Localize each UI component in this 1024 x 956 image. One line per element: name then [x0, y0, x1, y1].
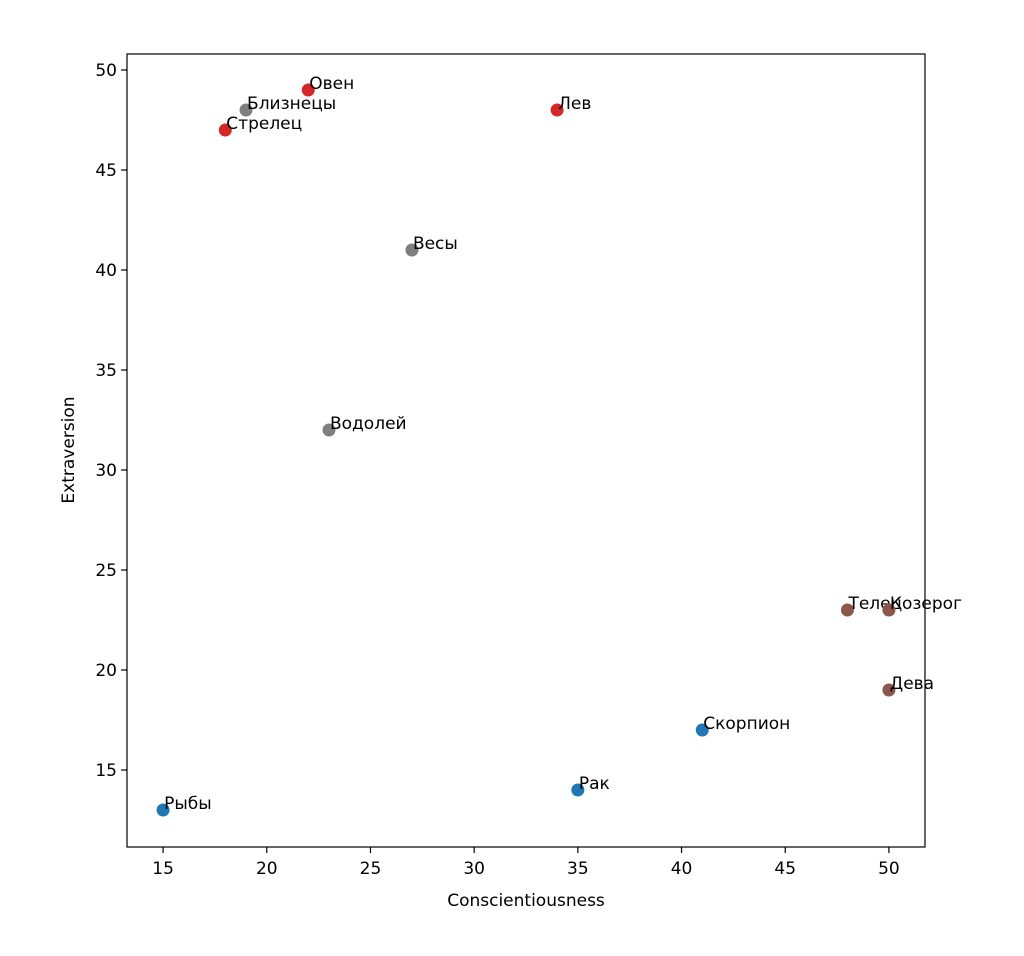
point-label: Весы [413, 234, 458, 254]
point-label: Рак [579, 774, 610, 794]
point [239, 103, 253, 117]
point-label: Водолей [330, 414, 407, 434]
y-tick-label: 30 [95, 461, 117, 481]
x-tick-label: 45 [774, 859, 796, 879]
x-tick-label: 15 [152, 859, 174, 879]
point [301, 83, 315, 97]
y-tick-label: 50 [95, 61, 117, 81]
point [218, 123, 232, 137]
x-tick-label: 30 [463, 859, 485, 879]
x-axis-label: Conscientiousness [447, 891, 605, 911]
point [840, 603, 854, 617]
x-tick-label: 40 [671, 859, 693, 879]
y-axis-label: Extraversion [59, 396, 79, 503]
point-label: Стрелец [226, 114, 302, 134]
point [882, 603, 896, 617]
point [322, 423, 336, 437]
point-label: Козерог [890, 594, 962, 614]
point-label: Дева [890, 674, 934, 694]
point [405, 243, 419, 257]
y-tick-label: 35 [95, 361, 117, 381]
y-tick-label: 25 [95, 561, 117, 581]
point [882, 683, 896, 697]
x-tick-label: 50 [878, 859, 900, 879]
x-tick-label: 25 [360, 859, 382, 879]
point-label: Овен [309, 74, 354, 94]
x-tick-label: 35 [567, 859, 589, 879]
point-label: Лев [558, 94, 591, 114]
point [550, 103, 564, 117]
point-label: Рыбы [164, 794, 212, 814]
plot-frame [126, 53, 926, 848]
point [156, 803, 170, 817]
y-tick-label: 20 [95, 661, 117, 681]
y-tick-label: 40 [95, 261, 117, 281]
x-tick-label: 20 [256, 859, 278, 879]
point-label: Скорпион [703, 714, 790, 734]
y-tick-label: 45 [95, 161, 117, 181]
point-label: Близнецы [247, 94, 336, 114]
point [695, 723, 709, 737]
y-tick-label: 15 [95, 761, 117, 781]
point [571, 783, 585, 797]
